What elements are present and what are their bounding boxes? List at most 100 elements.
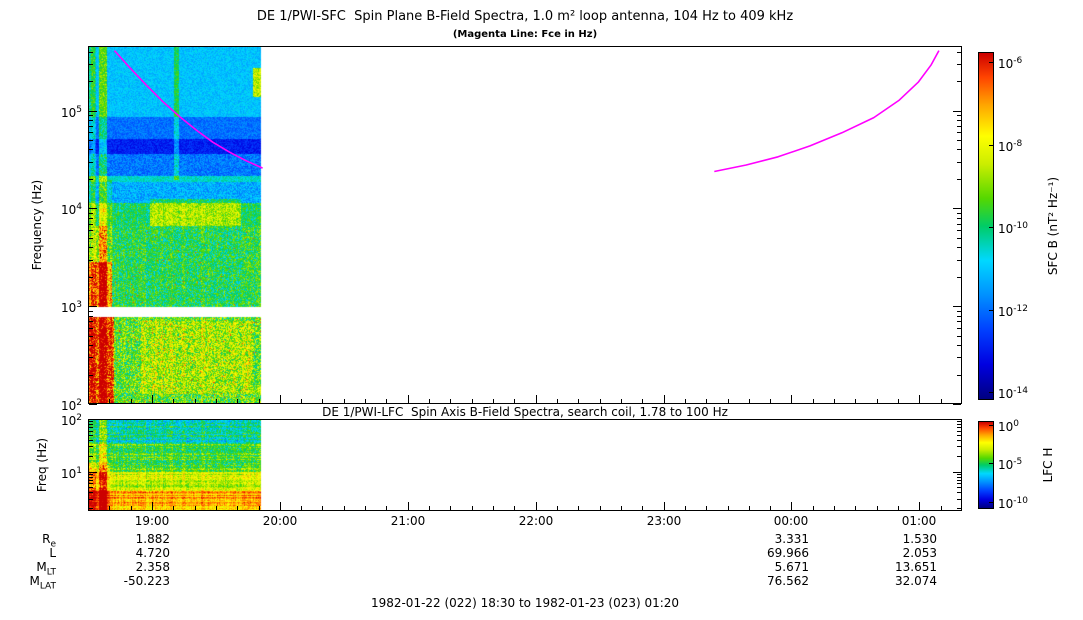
x-minor-tick: [195, 399, 196, 403]
sfc-y-minor-tick: [89, 52, 93, 53]
x-minor-tick: [877, 506, 878, 510]
x-minor-tick: [322, 506, 323, 510]
sfc-colorbar-tick: [989, 62, 993, 63]
sfc-y-minor-tick: [957, 213, 961, 214]
x-minor-tick: [472, 399, 473, 403]
lfc-y-minor-tick: [89, 487, 93, 488]
lfc-colorbar-tick-label: 100: [998, 419, 1020, 434]
lfc-y-minor-tick: [957, 424, 961, 425]
x-minor-tick: [173, 506, 174, 510]
x-minor-tick: [259, 506, 260, 510]
sfc-colorbar-tick-label: 10-12: [998, 304, 1028, 319]
ephemeris-row-label: L: [49, 546, 56, 560]
sfc-y-minor-tick: [957, 126, 961, 127]
x-minor-tick: [301, 399, 302, 403]
x-major-tick: [919, 502, 920, 510]
x-major-tick: [536, 395, 537, 403]
sfc-y-minor-tick: [957, 311, 961, 312]
x-minor-tick: [131, 399, 132, 403]
x-major-tick: [919, 395, 920, 403]
sfc-colorbar-tick: [989, 392, 993, 393]
x-minor-tick: [813, 399, 814, 403]
x-minor-tick: [493, 506, 494, 510]
lfc-y-minor-tick: [957, 499, 961, 500]
ephemeris-value: 32.074: [895, 574, 937, 588]
time-tick-label: 00:00: [773, 514, 809, 528]
sfc-y-minor-tick: [89, 126, 93, 127]
lfc-panel: [88, 419, 962, 511]
sfc-y-minor-tick: [89, 115, 93, 116]
time-tick-label: 20:00: [262, 514, 298, 528]
sfc-y-minor-tick: [957, 260, 961, 261]
lfc-y-minor-tick: [89, 424, 93, 425]
lfc-y-minor-tick: [89, 492, 93, 493]
lfc-colorbar-tick: [989, 425, 993, 426]
x-minor-tick: [514, 506, 515, 510]
sfc-y-minor-tick: [89, 328, 93, 329]
x-minor-tick: [578, 399, 579, 403]
ephemeris-value: 13.651: [895, 560, 937, 574]
lfc-y-minor-tick: [89, 440, 93, 441]
x-minor-tick: [877, 399, 878, 403]
sfc-colorbar-tick-label: 10-10: [998, 221, 1028, 236]
sfc-y-minor-tick: [957, 218, 961, 219]
sfc-y-minor-tick: [89, 277, 93, 278]
lfc-y-major-tick: [89, 419, 97, 420]
lfc-y-minor-tick: [957, 421, 961, 422]
x-major-tick: [152, 395, 153, 403]
sfc-y-minor-tick: [957, 64, 961, 65]
sfc-y-major-tick: [89, 111, 97, 112]
ephemeris-value: 69.966: [767, 546, 809, 560]
sfc-y-minor-tick: [957, 224, 961, 225]
sfc-y-minor-tick: [89, 260, 93, 261]
x-minor-tick: [429, 399, 430, 403]
sfc-y-minor-tick: [89, 64, 93, 65]
x-minor-tick: [216, 399, 217, 403]
sfc-y-tick-label: 104: [60, 202, 82, 217]
sfc-colorbar-tick-label: 10-14: [998, 386, 1028, 401]
x-minor-tick: [706, 506, 707, 510]
lfc-y-minor-tick: [89, 427, 93, 428]
x-minor-tick: [834, 506, 835, 510]
lfc-colorbar-tick-label: 10-10: [998, 496, 1028, 511]
x-minor-tick: [898, 399, 899, 403]
sfc-y-minor-tick: [89, 120, 93, 121]
lfc-y-minor-tick: [89, 435, 93, 436]
sfc-y-minor-tick: [957, 179, 961, 180]
lfc-y-minor-tick: [957, 508, 961, 509]
x-minor-tick: [578, 506, 579, 510]
x-minor-tick: [941, 506, 942, 510]
sfc-y-major-tick: [89, 404, 97, 405]
ephemeris-value: 3.331: [774, 532, 809, 546]
sfc-colorbar-tick: [989, 227, 993, 228]
time-tick-label: 19:00: [134, 514, 170, 528]
sfc-y-minor-tick: [89, 357, 93, 358]
x-minor-tick: [237, 399, 238, 403]
x-minor-tick: [834, 399, 835, 403]
x-minor-tick: [621, 399, 622, 403]
x-minor-tick: [195, 506, 196, 510]
lfc-y-minor-tick: [957, 435, 961, 436]
x-minor-tick: [450, 506, 451, 510]
sfc-colorbar-tick-label: 10-6: [998, 56, 1023, 71]
x-minor-tick: [237, 506, 238, 510]
lfc-y-minor-tick: [957, 427, 961, 428]
lfc-title: DE 1/PWI-LFC Spin Axis B-Field Spectra, …: [322, 405, 728, 419]
x-minor-tick: [450, 399, 451, 403]
lfc-y-major-tick: [953, 472, 961, 473]
x-minor-tick: [344, 506, 345, 510]
lfc-colorbar-label-text: LFC H: [1041, 447, 1055, 483]
sfc-title: DE 1/PWI-SFC Spin Plane B-Field Spectra,…: [256, 9, 794, 24]
sfc-colorbar: [978, 52, 994, 400]
x-major-tick: [280, 502, 281, 510]
sfc-y-major-tick: [953, 404, 961, 405]
x-major-tick: [664, 395, 665, 403]
lfc-y-minor-tick: [89, 483, 93, 484]
lfc-colorbar: [978, 421, 994, 509]
lfc-y-tick-label: 102: [60, 413, 82, 428]
sfc-y-minor-tick: [89, 162, 93, 163]
x-major-tick: [280, 395, 281, 403]
ephemeris-value: 76.562: [767, 574, 809, 588]
sfc-y-minor-tick: [89, 247, 93, 248]
